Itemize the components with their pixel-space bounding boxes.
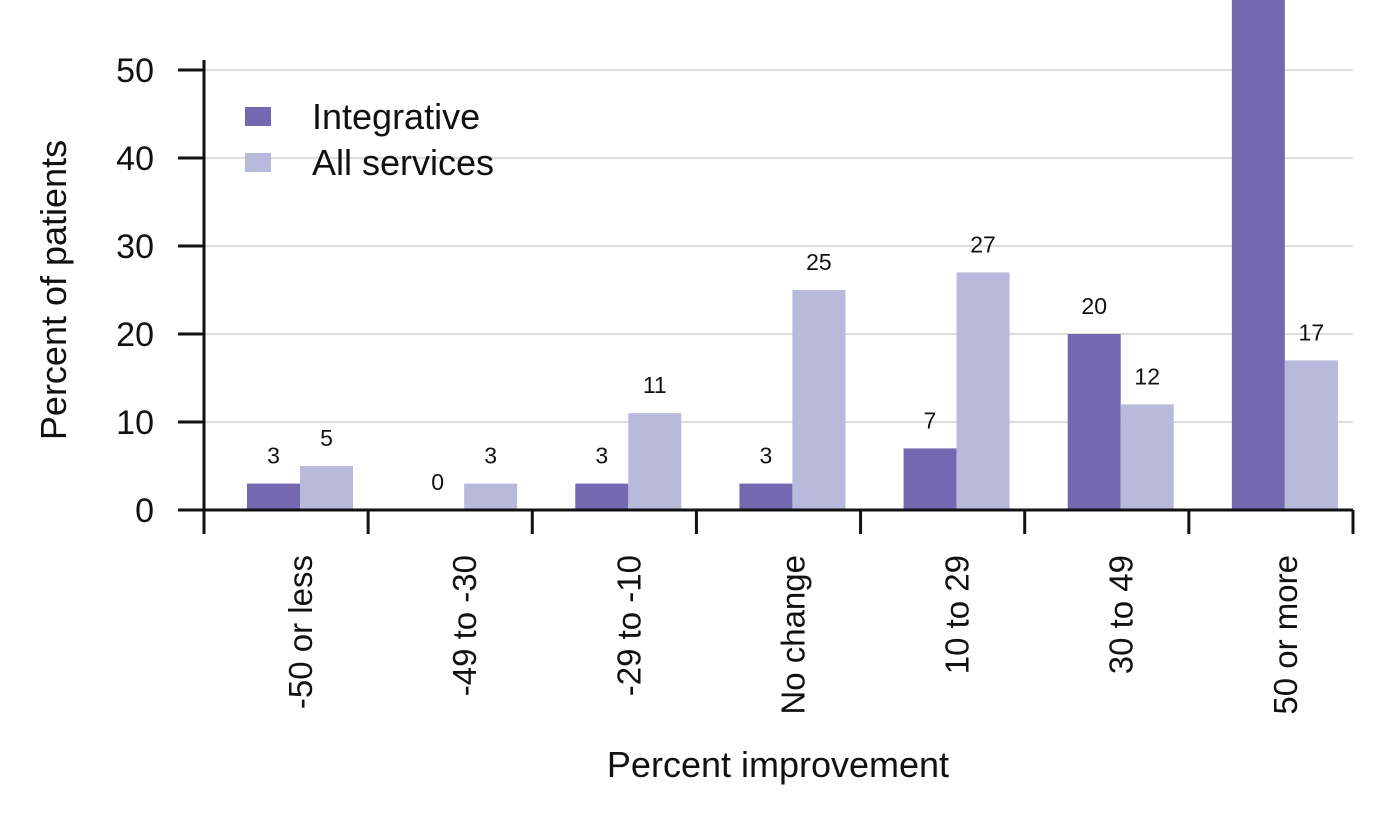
y-axis-title: Percent of patients xyxy=(33,140,74,440)
legend-label-all-services: All services xyxy=(312,142,494,183)
value-labels: 3 5 0 3 3 11 3 25 7 27 20 12 17 xyxy=(267,231,1324,495)
y-tick-label: 20 xyxy=(116,316,154,354)
axes xyxy=(178,60,1355,534)
bar-all-services-50-or-less xyxy=(300,466,353,510)
value-label-all-services: 17 xyxy=(1299,319,1325,345)
value-label-all-services: 27 xyxy=(970,231,996,257)
value-label-integrative: 7 xyxy=(924,407,937,433)
x-tick-label: -49 to -30 xyxy=(446,555,483,696)
bar-all-services-30-to-49 xyxy=(1120,404,1174,510)
bar-all-services-49-to-30 xyxy=(464,483,518,510)
value-label-all-services: 11 xyxy=(643,372,667,398)
legend-label-integrative: Integrative xyxy=(312,96,480,137)
value-label-all-services: 12 xyxy=(1134,363,1160,389)
y-tick-label: 40 xyxy=(116,140,154,178)
value-label-all-services: 25 xyxy=(806,249,832,275)
bar-integrative-no-change xyxy=(739,483,793,510)
bar-integrative-50-or-less xyxy=(247,483,300,510)
x-tick-label: No change xyxy=(774,555,811,715)
bar-all-services-50-or-more xyxy=(1284,360,1338,510)
x-tick-label: 10 to 29 xyxy=(939,555,976,674)
x-tick-label: 30 to 49 xyxy=(1103,555,1140,674)
bar-all-services-no-change xyxy=(792,290,846,510)
legend-swatch-integrative xyxy=(245,107,271,126)
x-tick-label: 50 or more xyxy=(1267,555,1304,715)
y-tick-label: 10 xyxy=(116,404,154,442)
bar-integrative-50-or-more xyxy=(1231,0,1285,510)
y-tick-label: 50 xyxy=(116,52,154,90)
x-axis-title: Percent improvement xyxy=(607,744,949,785)
bar-integrative-29-to-10 xyxy=(575,483,629,510)
bar-all-services-29-to-10 xyxy=(628,413,682,510)
y-tick-label: 30 xyxy=(116,228,154,266)
y-tick-label: 0 xyxy=(135,492,154,530)
bar-all-services-10-to-29 xyxy=(956,272,1010,510)
value-label-integrative: 20 xyxy=(1081,293,1107,319)
x-tick-label: -29 to -10 xyxy=(610,555,647,696)
x-tick-label: -50 or less xyxy=(282,555,319,709)
value-label-integrative: 3 xyxy=(760,443,773,469)
value-label-integrative: 3 xyxy=(595,443,608,469)
value-label-all-services: 5 xyxy=(320,425,333,451)
legend-swatch-all-services xyxy=(245,153,271,172)
bars xyxy=(247,0,1338,510)
bar-integrative-10-to-29 xyxy=(903,448,957,510)
value-label-all-services: 3 xyxy=(484,443,497,469)
legend: Integrative All services xyxy=(245,96,494,183)
value-label-integrative: 3 xyxy=(267,443,280,469)
bar-integrative-30-to-49 xyxy=(1067,334,1121,510)
value-label-integrative: 0 xyxy=(431,469,444,495)
